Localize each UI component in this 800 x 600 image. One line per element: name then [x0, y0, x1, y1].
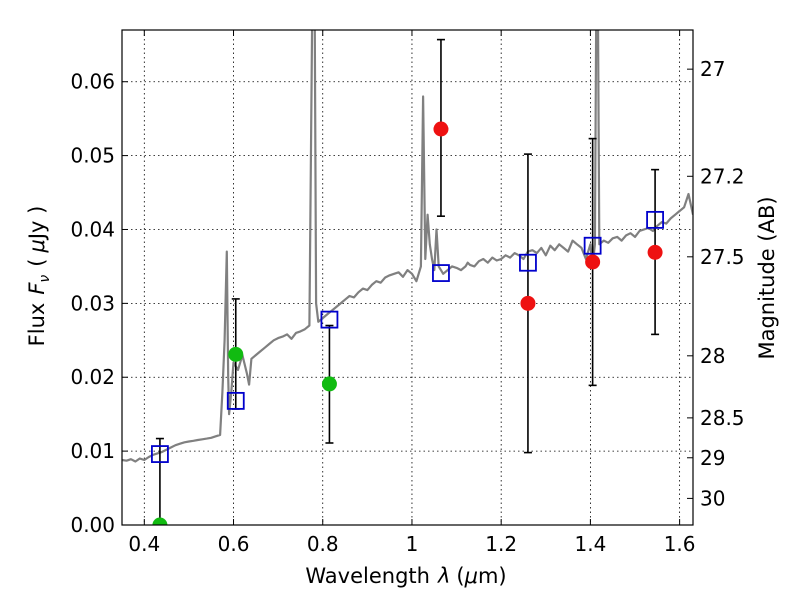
x-tick-label: 0.8	[307, 532, 339, 556]
grid	[122, 30, 693, 526]
y-tick-label: 0.03	[70, 291, 115, 315]
x-axis-label: Wavelength λ (μm)	[305, 564, 506, 588]
observed-point	[585, 254, 601, 270]
observed-point	[228, 346, 244, 362]
y2-tick-label: 28	[700, 344, 725, 368]
y2-tick-label: 29	[700, 446, 725, 470]
y2-tick-label: 27.5	[700, 245, 745, 269]
x-tick-label: 1.6	[664, 532, 696, 556]
model-photometry-square	[646, 210, 664, 229]
y-tick-label: 0.04	[70, 217, 115, 241]
y2-tick-label: 30	[700, 486, 725, 510]
observed-point	[433, 121, 449, 137]
observed-point	[520, 295, 536, 311]
observed-point	[321, 376, 337, 392]
y-tick-label: 0.06	[70, 70, 115, 94]
observed-points-series	[152, 121, 663, 525]
y-tick-label: 0.00	[70, 513, 115, 537]
y-axis-label: FluxFν(μJy )	[25, 206, 53, 347]
observed-point	[152, 517, 168, 525]
x-tick-label: 1.4	[574, 532, 606, 556]
y2-tick-label: 27	[700, 57, 725, 81]
plot-area	[122, 30, 693, 525]
y-tick-label: 0.02	[70, 365, 115, 389]
x-axis-ticks: 0.4 0.6 0.8 1 1.2 1.4 1.6	[128, 30, 696, 556]
y2-tick-label: 28.5	[700, 406, 745, 430]
model-photometry-square	[432, 264, 450, 282]
y-axis-ticks: 0.00 0.01 0.02 0.03 0.04 0.05 0.06	[70, 70, 128, 537]
model-photometry-series	[151, 210, 664, 463]
y2-axis-ticks: 27 27.2 27.5 28 28.5 29 30	[687, 57, 745, 510]
model-photometry-square	[151, 445, 169, 463]
y2-tick-label: 27.2	[700, 164, 745, 188]
x-tick-label: 1.2	[485, 532, 517, 556]
x-tick-label: 1	[406, 532, 419, 556]
y-tick-label: 0.01	[70, 439, 115, 463]
model-photometry-square	[226, 391, 245, 410]
x-tick-label: 0.6	[218, 532, 250, 556]
y-tick-label: 0.05	[70, 144, 115, 168]
model-photometry-square	[320, 310, 339, 329]
model-photometry-square	[519, 253, 537, 272]
model-photometry-square	[583, 236, 602, 255]
plot-frame	[121, 29, 694, 526]
observed-point	[647, 244, 663, 260]
y2-axis-label: Magnitude (AB)	[755, 196, 779, 359]
x-tick-label: 0.4	[128, 532, 160, 556]
